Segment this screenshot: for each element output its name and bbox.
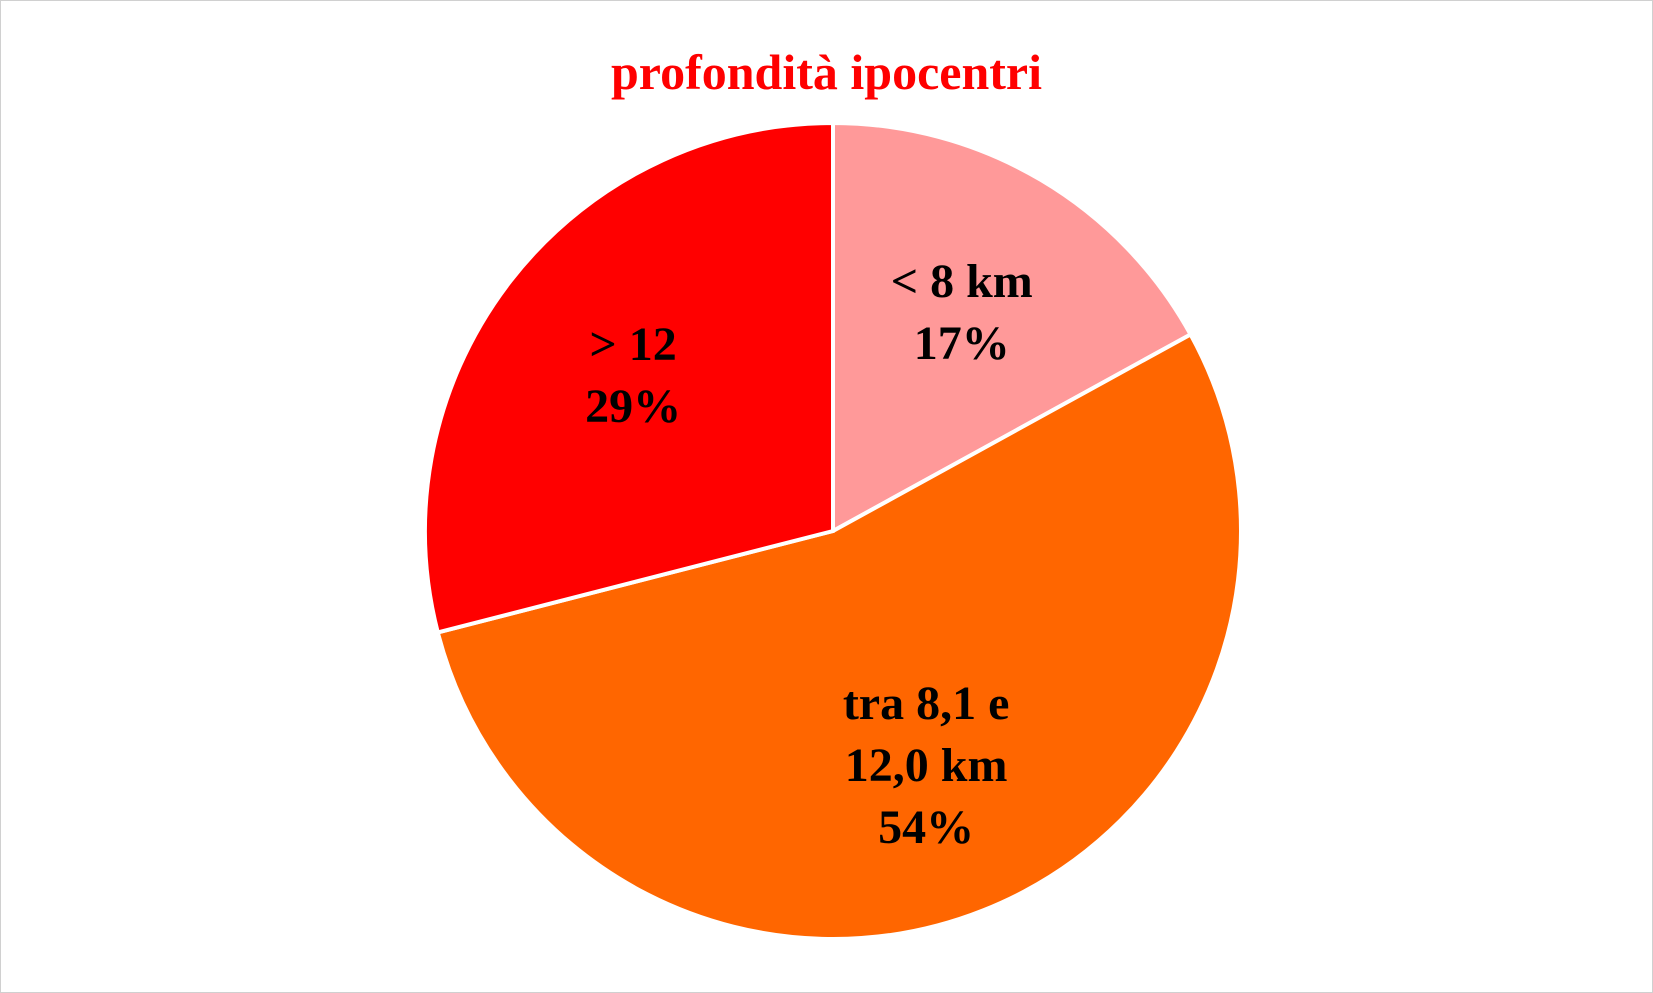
pie-slice [435,331,1243,941]
slice-label: < 8 km 17% [832,251,1092,375]
slice-label: tra 8,1 e 12,0 km 54% [796,673,1056,859]
pie-slice [423,120,835,635]
slice-category: < 8 km [890,255,1033,309]
slice-value: 54% [878,801,975,855]
slice-category: > 12 [589,317,677,371]
slice-value: 29% [585,379,682,433]
chart-title: profondità ipocentri [610,44,1043,100]
slice-value: 17% [913,317,1010,371]
slice-category: tra 8,1 e 12,0 km [842,677,1010,793]
pie-slice [831,120,1194,535]
slice-label: > 12 29% [503,314,763,438]
